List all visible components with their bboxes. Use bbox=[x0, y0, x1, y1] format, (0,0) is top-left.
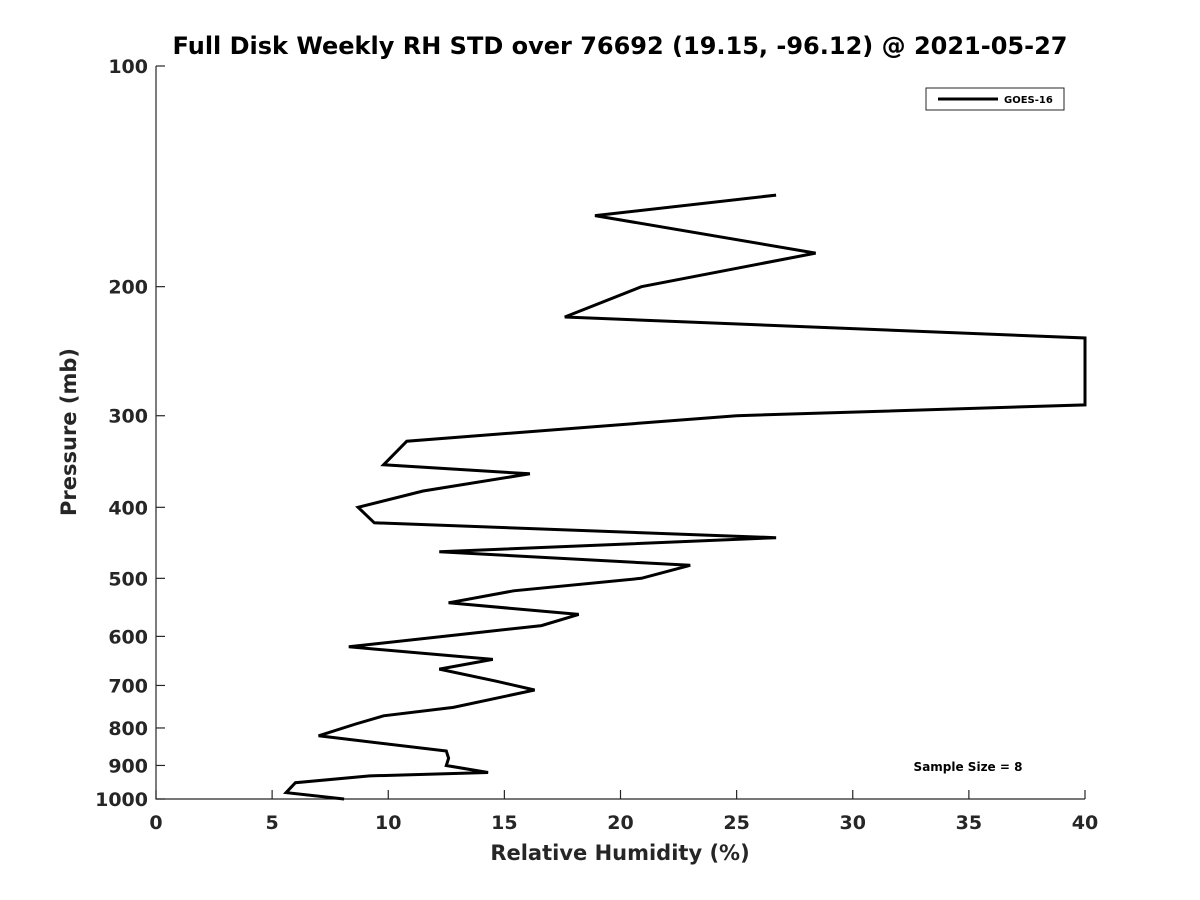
x-tick-label: 0 bbox=[149, 812, 162, 834]
x-tick-label: 20 bbox=[607, 812, 633, 834]
x-tick-label: 35 bbox=[956, 812, 982, 834]
x-tick-label: 40 bbox=[1072, 812, 1098, 834]
legend-label: GOES-16 bbox=[1004, 95, 1053, 106]
y-tick-label: 200 bbox=[108, 277, 148, 299]
x-tick-label: 5 bbox=[266, 812, 279, 834]
y-tick-label: 800 bbox=[108, 718, 148, 740]
x-axis-ticks: 0 5 10 15 20 25 30 35 40 bbox=[149, 790, 1098, 834]
y-axis-ticks: 100 200 300 400 500 600 700 800 900 1000 bbox=[95, 56, 165, 811]
x-tick-label: 30 bbox=[840, 812, 866, 834]
y-tick-label: 700 bbox=[108, 675, 148, 697]
x-axis-label: Relative Humidity (%) bbox=[490, 841, 749, 865]
plot-area: 0 5 10 15 20 25 30 35 40 100 200 300 400 500 600 700 80… bbox=[95, 56, 1098, 834]
y-tick-label: 100 bbox=[108, 56, 148, 78]
series-layer bbox=[282, 193, 1087, 801]
x-tick-label: 25 bbox=[723, 812, 749, 834]
y-tick-label: 500 bbox=[108, 568, 148, 590]
series-line-0 bbox=[282, 193, 1087, 801]
y-axis-label: Pressure (mb) bbox=[57, 348, 81, 516]
y-tick-label: 300 bbox=[108, 406, 148, 428]
chart-title: Full Disk Weekly RH STD over 76692 (19.1… bbox=[173, 32, 1068, 60]
y-tick-label: 1000 bbox=[95, 789, 148, 811]
y-tick-label: 400 bbox=[108, 497, 148, 519]
x-tick-label: 10 bbox=[375, 812, 401, 834]
legend: GOES-16 bbox=[925, 87, 1065, 111]
y-tick-label: 900 bbox=[108, 755, 148, 777]
sample-size-annotation: Sample Size = 8 bbox=[914, 760, 1023, 774]
y-tick-label: 600 bbox=[108, 626, 148, 648]
x-tick-label: 15 bbox=[491, 812, 517, 834]
